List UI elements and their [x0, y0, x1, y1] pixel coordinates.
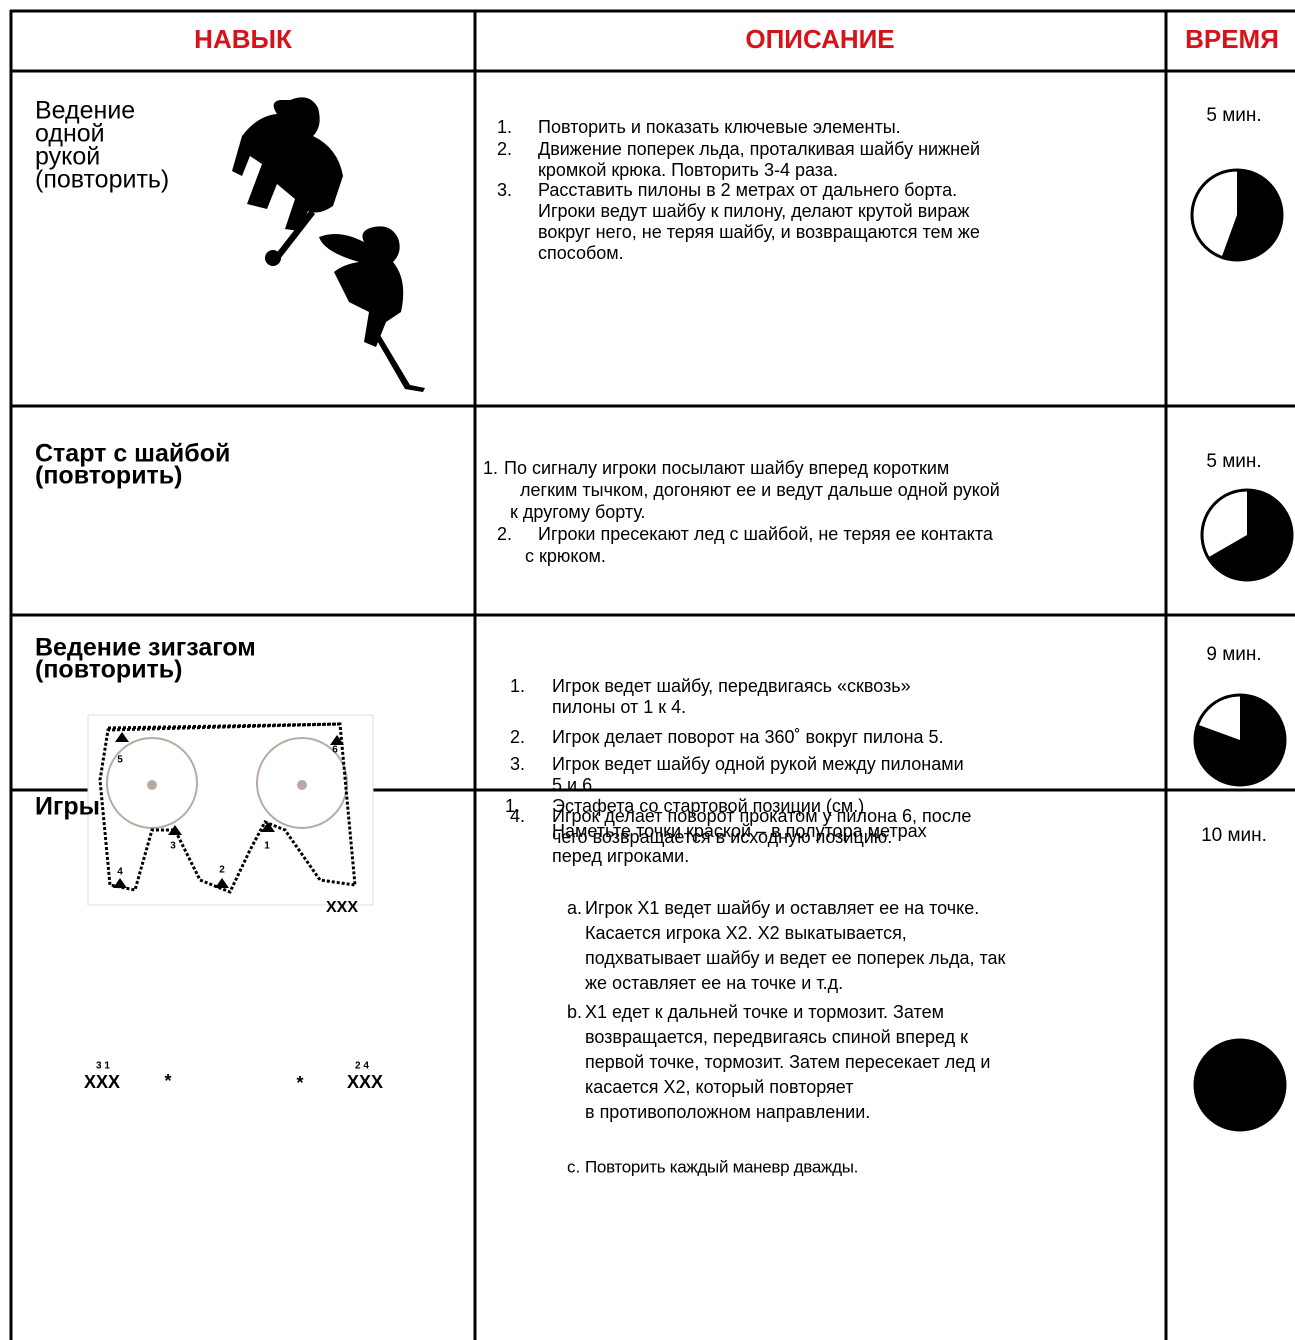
item-text: чего возвращается в исходную позицию.: [552, 827, 892, 847]
time-clock-fill: [1195, 695, 1285, 786]
item-text: кромкой крюка. Повторить 3-4 раза.: [538, 160, 838, 180]
diagram-label: XXX: [84, 1072, 120, 1092]
item-marker: 1.: [510, 676, 525, 696]
item-text: 5 и 6.: [552, 775, 597, 795]
item-text: же оставляет ее на точке и т.д.: [585, 973, 843, 993]
skill-name: Ведение зигзагом: [35, 634, 256, 662]
item-text: с крюком.: [525, 546, 606, 566]
item-marker: 2.: [497, 524, 512, 544]
skill-name: (повторить): [35, 462, 183, 490]
item-text: По сигналу игроки посылают шайбу вперед …: [504, 458, 949, 478]
time-clock: [1193, 1038, 1287, 1132]
item-marker: 1.: [497, 117, 512, 137]
skill-name: рукой: [35, 143, 100, 171]
item-marker: 2.: [497, 139, 512, 159]
skill-name: Ведение: [35, 97, 135, 125]
item-text: подхватывает шайбу и ведет ее поперек ль…: [585, 948, 1006, 968]
item-text: первой точке, тормозит. Затем пересекает…: [585, 1052, 990, 1072]
item-text: способом.: [538, 243, 624, 263]
diagram-label: 2: [219, 865, 225, 876]
item-text: Расставить пилоны в 2 метрах от дальнего…: [538, 180, 957, 200]
item-marker: 3.: [510, 754, 525, 774]
time-clock-fill: [1221, 170, 1282, 260]
rink-diagram: [87, 714, 374, 906]
item-text: в противоположном направлении.: [585, 1102, 870, 1122]
diagram-label: 3 1: [96, 1061, 110, 1072]
diagram-label: 1: [264, 841, 270, 852]
item-text: перед игроками.: [552, 846, 689, 866]
item-text: Наметьте точки краской – в полутора метр…: [552, 821, 927, 841]
diagram-label: 3: [170, 841, 176, 852]
time-label: 5 мин.: [1206, 451, 1261, 472]
item-marker: 1.: [505, 796, 520, 816]
item-marker: 1.: [483, 458, 498, 478]
item-text: касается X2, который повторяет: [585, 1077, 853, 1097]
diagram-label: 2 4: [355, 1061, 369, 1072]
diagram-label: 4: [117, 867, 123, 878]
time-label: 5 мин.: [1206, 105, 1261, 126]
item-marker: c.: [567, 1157, 580, 1176]
item-text: Движение поперек льда, проталкивая шайбу…: [538, 139, 980, 159]
item-marker: b.: [567, 1002, 582, 1022]
item-marker: 2.: [510, 727, 525, 747]
time-label: 9 мин.: [1206, 644, 1261, 665]
diagram-label: XXX: [326, 899, 358, 916]
item-text: вокруг него, не теряя шайбу, и возвращаю…: [538, 222, 980, 242]
item-text: возвращается, передвигаясь спиной вперед…: [585, 1027, 968, 1047]
item-text: Игрок делает поворот прокатом у пилона 6…: [552, 806, 971, 826]
item-text: Игрок ведет шайбу одной рукой между пило…: [552, 754, 964, 774]
time-label: 10 мин.: [1201, 825, 1267, 846]
item-text: легким тычком, догоняют ее и ведут дальш…: [520, 480, 1000, 500]
diagram-label: *: [164, 1071, 171, 1091]
item-marker: a.: [567, 898, 582, 918]
item-text: Игроки пресекают лед с шайбой, не теряя …: [538, 524, 994, 544]
diagram-label: 6: [332, 745, 338, 756]
column-header: ОПИСАНИЕ: [745, 24, 894, 54]
item-text: X1 едет к дальней точке и тормозит. Зате…: [585, 1002, 944, 1022]
item-text: Игрок X1 ведет шайбу и оставляет ее на т…: [585, 898, 979, 918]
item-text: Эстафета со стартовой позиции (см.): [552, 796, 864, 816]
skill-name: (повторить): [35, 166, 169, 194]
skill-name: одной: [35, 120, 105, 148]
skill-name: Игры: [35, 793, 100, 821]
diagram-label: *: [296, 1073, 303, 1093]
hockey-illustration: [232, 97, 425, 392]
item-text: Игрок ведет шайбу, передвигаясь «сквозь»: [552, 676, 911, 696]
time-clock-fill: [1208, 490, 1292, 580]
column-header: НАВЫК: [194, 24, 292, 54]
item-text: Повторить и показать ключевые элементы.: [538, 117, 901, 137]
item-marker: 3.: [497, 180, 512, 200]
item-marker: 4.: [510, 806, 525, 826]
item-text: Повторить каждый маневр дважды.: [585, 1157, 858, 1176]
diagram-label: XXX: [347, 1072, 383, 1092]
column-header: ВРЕМЯ: [1185, 24, 1279, 54]
skill-name: Старт с шайбой: [35, 440, 230, 468]
item-text: пилоны от 1 к 4.: [552, 697, 686, 717]
item-text: Касается игрока X2. X2 выкатывается,: [585, 923, 907, 943]
skill-name: (повторить): [35, 656, 183, 684]
item-text: к другому борту.: [510, 502, 646, 522]
item-text: Игрок делает поворот на 360˚ вокруг пило…: [552, 727, 944, 747]
item-text: Игроки ведут шайбу к пилону, делают крут…: [538, 201, 969, 221]
diagram-label: 5: [117, 755, 123, 766]
